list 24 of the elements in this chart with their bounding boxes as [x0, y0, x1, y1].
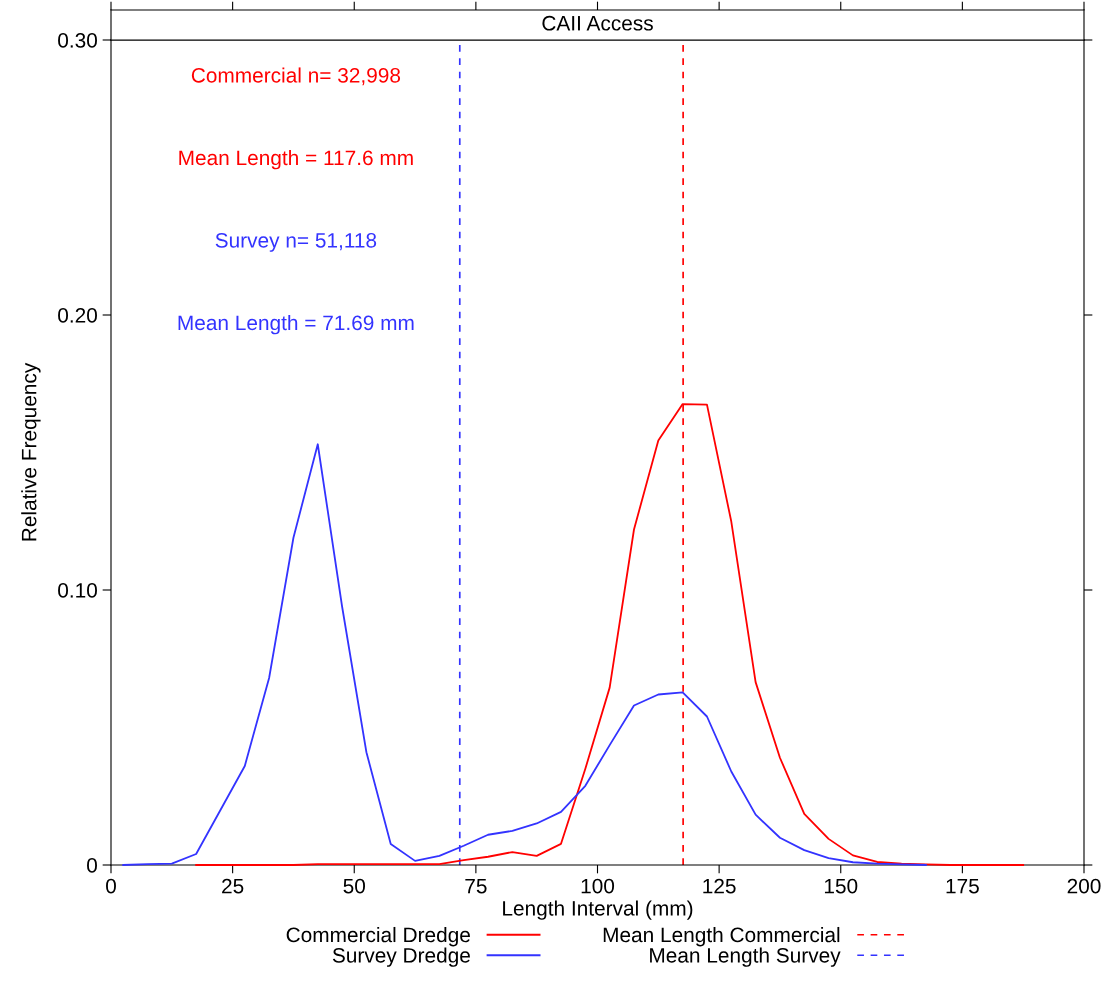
x-tick-label: 75: [465, 878, 487, 894]
legend-label: Commercial Dredge: [286, 926, 470, 947]
y-tick-label: 0: [87, 858, 97, 873]
x-tick-label: 125: [703, 878, 736, 894]
y-tick-label: 0.20: [58, 308, 97, 323]
x-tick-label: 175: [946, 878, 979, 894]
y-tick-label: 0.30: [58, 33, 97, 48]
legend-label: Mean Length Survey: [650, 947, 841, 967]
annotation: Survey n= 51,118: [215, 232, 377, 252]
x-tick-label: 150: [824, 878, 858, 894]
y-axis-title: Relative Frequency: [21, 362, 41, 541]
x-axis-title: Length Interval (mm): [503, 900, 693, 920]
annotation: Mean Length = 71.69 mm: [178, 314, 414, 335]
annotation: Commercial n= 32,998: [191, 67, 401, 86]
annotation: Mean Length = 117.6 mm: [179, 149, 413, 170]
chart-title: CAII Access: [542, 15, 653, 31]
x-tick-label: 25: [222, 878, 244, 894]
x-tick-label: 0: [106, 878, 116, 894]
x-tick-label: 200: [1067, 878, 1101, 894]
y-tick-label: 0.10: [58, 583, 97, 598]
legend-label: Survey Dredge: [332, 947, 470, 967]
x-tick-label: 50: [343, 878, 366, 894]
x-tick-label: 100: [581, 878, 615, 894]
legend-label: Mean Length Commercial: [603, 926, 840, 947]
